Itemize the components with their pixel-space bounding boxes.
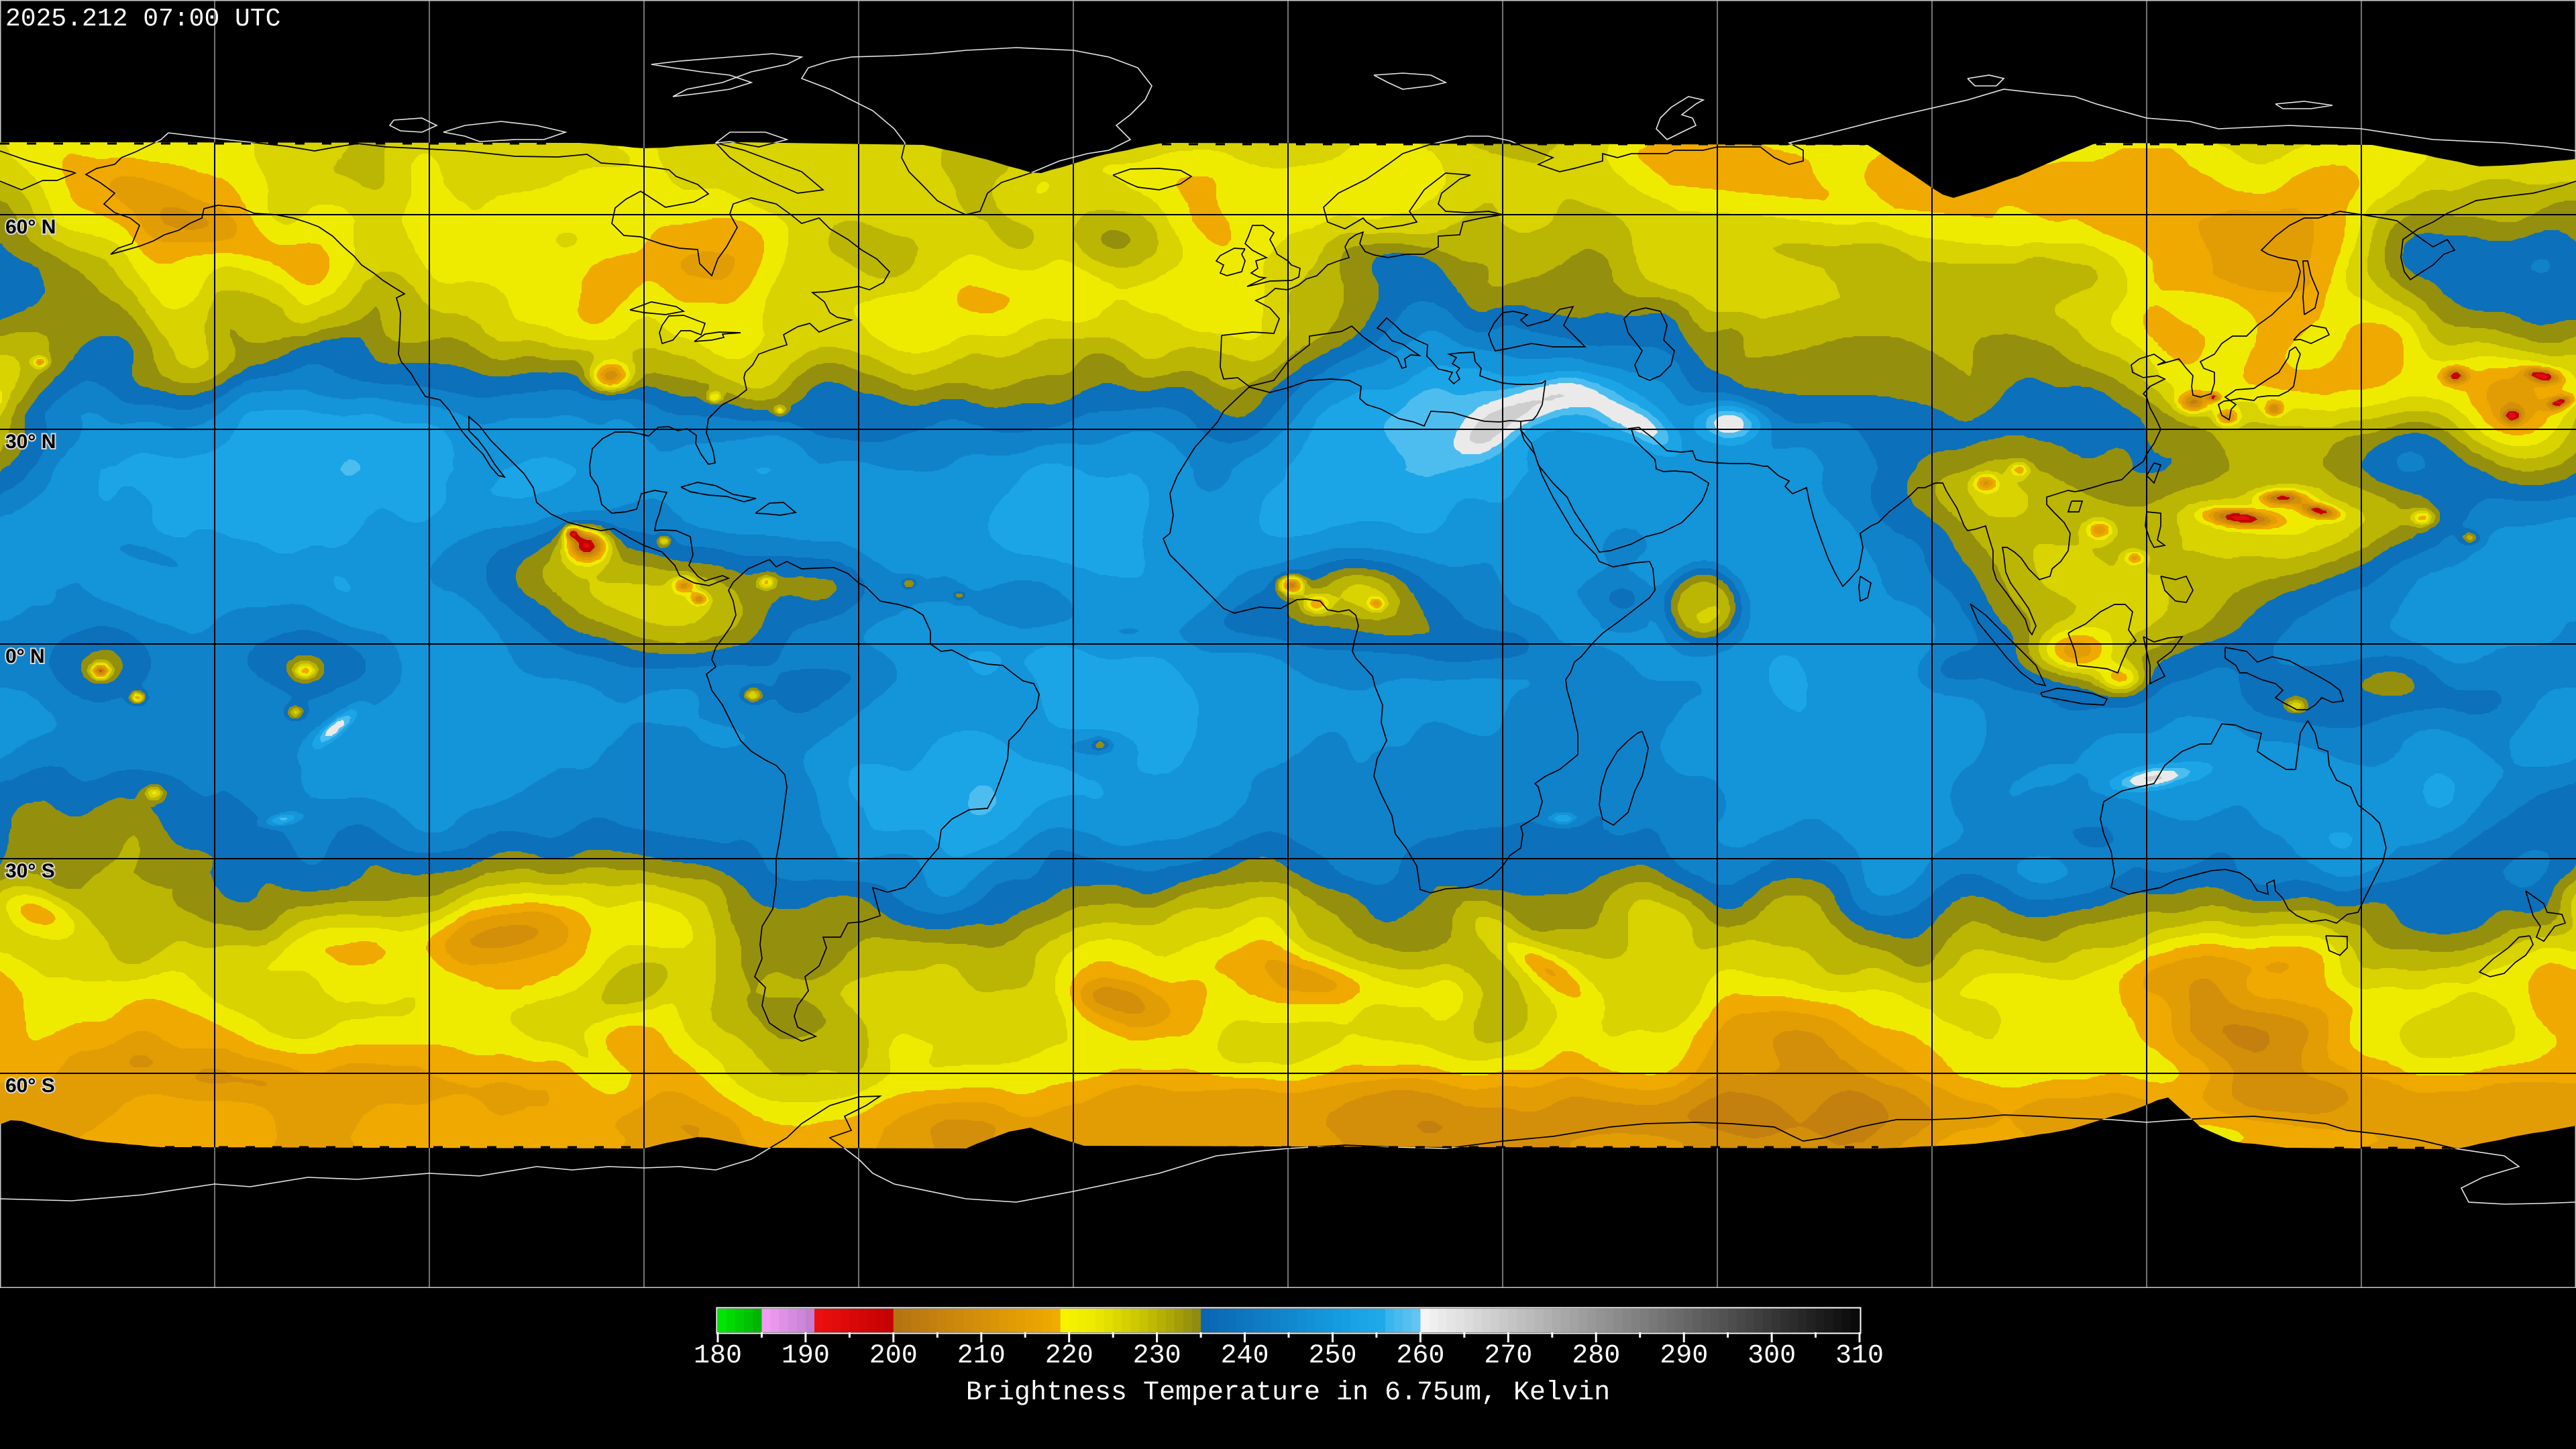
colorbar-tick-label: 220 xyxy=(1045,1341,1093,1371)
colorbar-tick-label: 250 xyxy=(1308,1341,1356,1371)
lat-label: 60° S xyxy=(5,1075,55,1097)
colorbar-tick-label: 230 xyxy=(1133,1341,1181,1371)
colorbar-tick-label: 310 xyxy=(1835,1341,1884,1371)
colorbar-tick-label: 300 xyxy=(1748,1341,1796,1371)
colorbar-tick-label: 280 xyxy=(1572,1341,1620,1371)
colorbar-tick-label: 210 xyxy=(957,1341,1006,1371)
colorbar-tick-label: 190 xyxy=(782,1341,830,1371)
lat-label: 30° N xyxy=(5,431,56,453)
colorbar-tick-label: 260 xyxy=(1396,1341,1444,1371)
lat-label: 60° N xyxy=(5,216,56,238)
map-grid-over xyxy=(0,0,2576,1288)
lat-label: 0° N xyxy=(5,645,45,667)
colorbar-caption: Brightness Temperature in 6.75um, Kelvin xyxy=(966,1378,1610,1408)
timestamp-label: 2025.212 07:00 UTC xyxy=(5,5,280,34)
colorbar-tick-label: 290 xyxy=(1660,1341,1708,1371)
colorbar-tick-label: 240 xyxy=(1220,1341,1269,1371)
swath-edge-dashes xyxy=(0,142,2455,1149)
colorbar-tick-label: 270 xyxy=(1484,1341,1532,1371)
colorbar-tick-label: 200 xyxy=(869,1341,918,1371)
coastlines xyxy=(0,142,2576,1149)
colorbar-tick-label: 180 xyxy=(694,1341,742,1371)
colorbar xyxy=(716,1307,1862,1342)
colorbar-ticks xyxy=(716,1332,1861,1342)
lat-label: 30° S xyxy=(5,860,55,882)
